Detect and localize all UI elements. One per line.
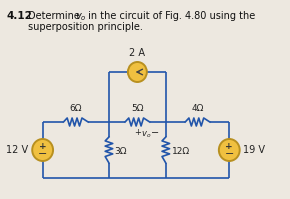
Text: $\it{v}$$_o$: $\it{v}$$_o$ [75, 11, 86, 23]
Text: Determine: Determine [28, 11, 84, 21]
Text: 3Ω: 3Ω [115, 147, 127, 156]
Text: 19 V: 19 V [244, 145, 265, 155]
Text: 6Ω: 6Ω [70, 104, 82, 113]
Text: −: − [38, 149, 47, 160]
Text: −: − [151, 128, 159, 138]
Text: 4.12: 4.12 [7, 11, 32, 21]
Text: +: + [225, 142, 233, 151]
Circle shape [219, 139, 240, 161]
Text: −: − [224, 149, 234, 160]
Text: 12Ω: 12Ω [171, 147, 190, 156]
Text: +: + [39, 142, 46, 151]
Text: 12 V: 12 V [6, 145, 28, 155]
Text: $\it{v}$$_o$: $\it{v}$$_o$ [141, 130, 152, 140]
Text: in the circuit of Fig. 4.80 using the: in the circuit of Fig. 4.80 using the [85, 11, 255, 21]
Text: 5Ω: 5Ω [131, 104, 144, 113]
Text: 4Ω: 4Ω [191, 104, 204, 113]
Circle shape [128, 62, 147, 82]
Text: 2 A: 2 A [129, 48, 145, 58]
Text: superposition principle.: superposition principle. [28, 22, 143, 32]
Text: +: + [135, 128, 142, 137]
Circle shape [32, 139, 53, 161]
